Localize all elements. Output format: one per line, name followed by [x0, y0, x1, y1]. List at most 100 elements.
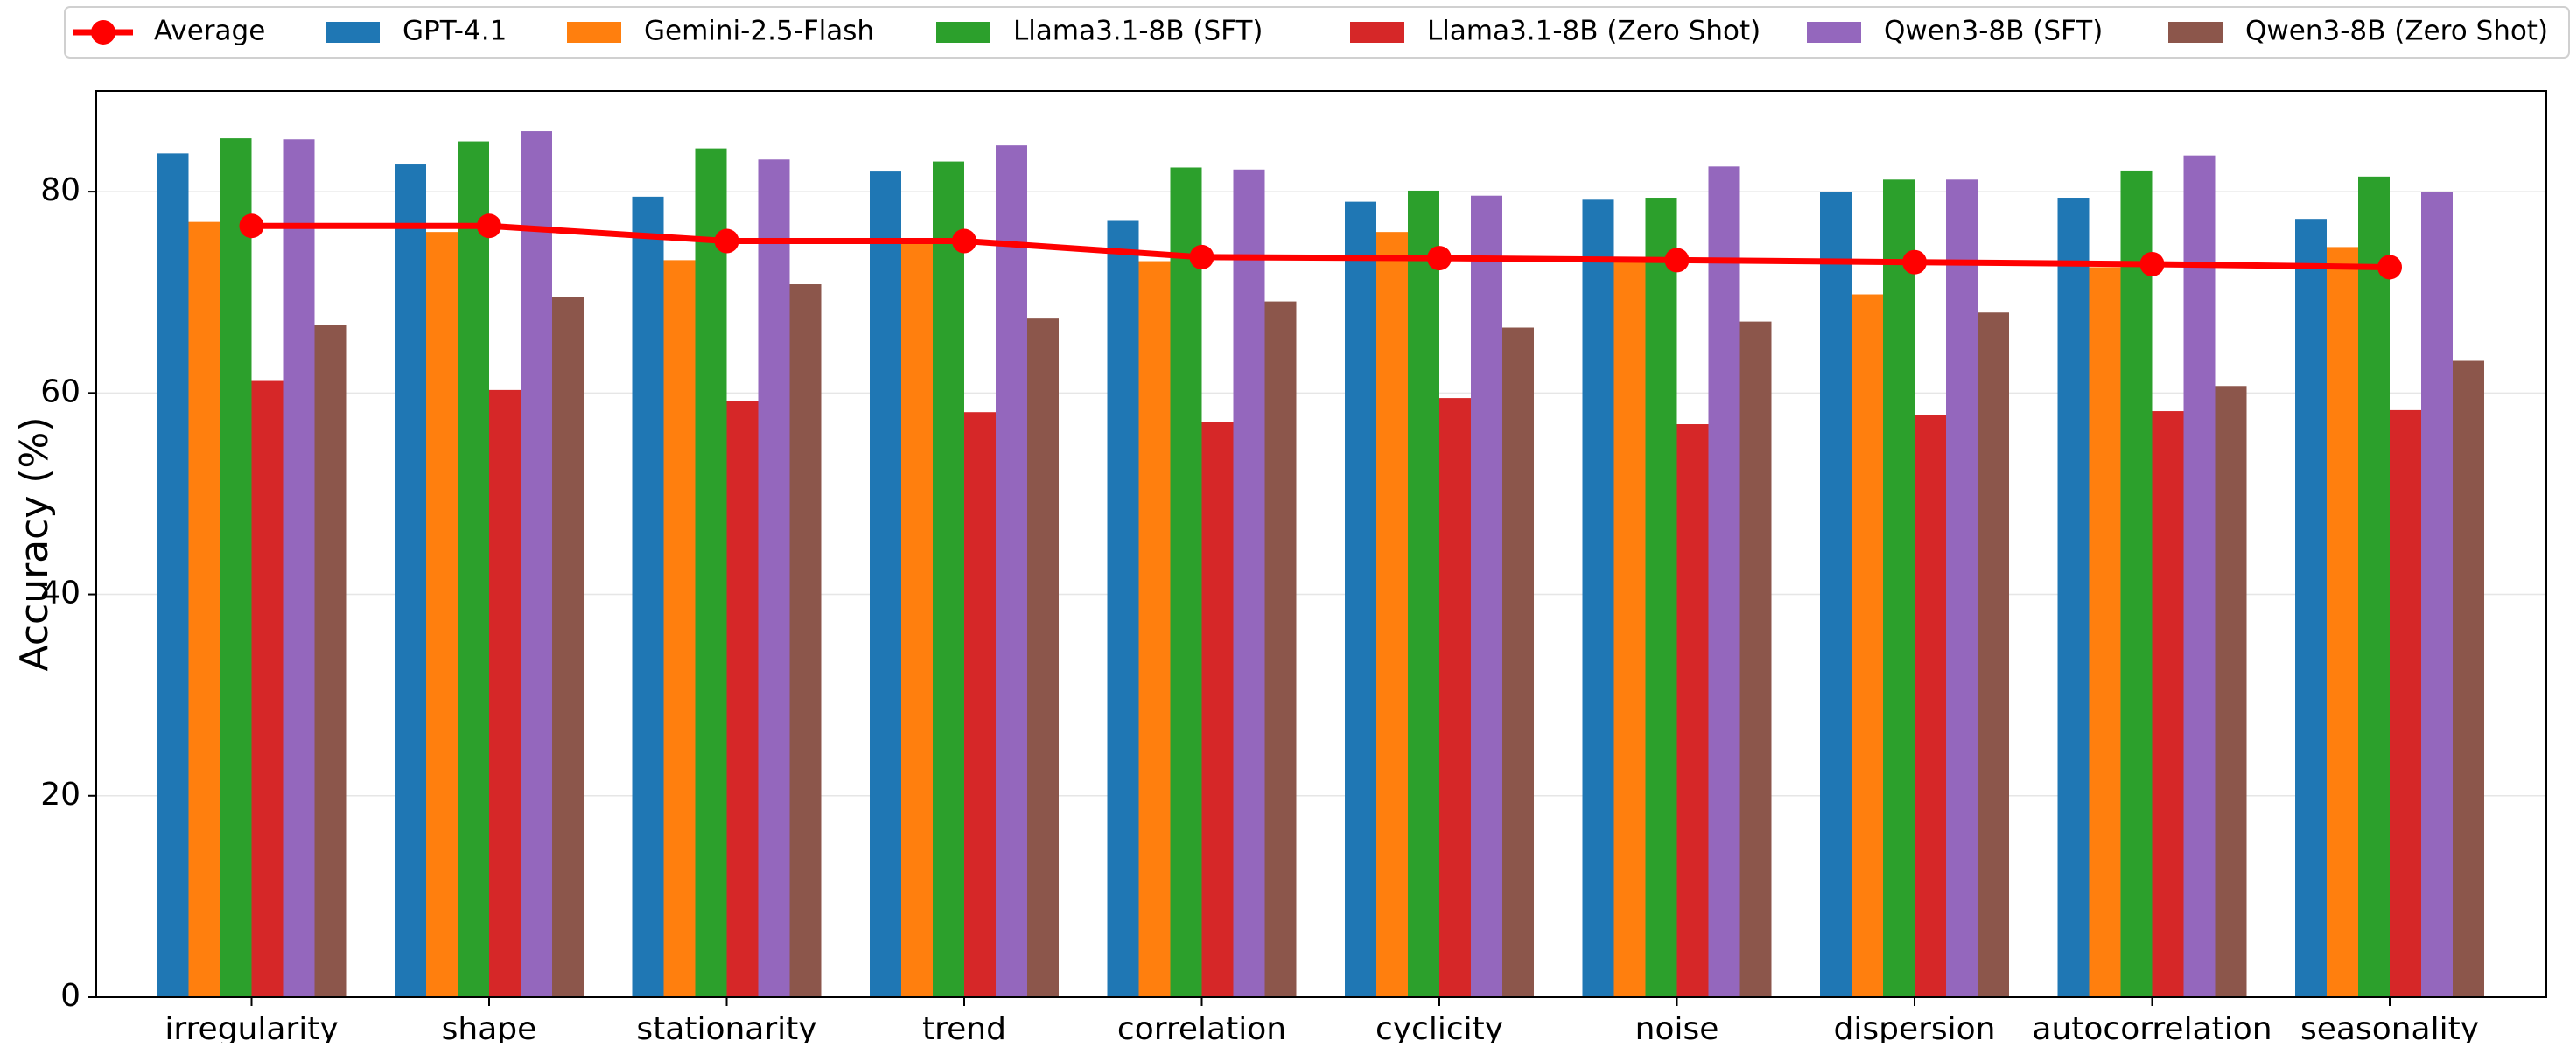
- plot-frame: [95, 90, 2547, 998]
- bar: [2183, 155, 2216, 997]
- bar: [1376, 232, 1408, 998]
- bar: [2089, 267, 2121, 997]
- legend-item[interactable]: Llama3.1-8B (SFT): [936, 16, 1264, 47]
- bar: [521, 131, 552, 998]
- bar: [314, 325, 346, 998]
- legend-swatch: [1807, 22, 1861, 43]
- series-llama3-1-8b-zero-shot: [251, 380, 2421, 998]
- bar: [2327, 247, 2358, 997]
- average-line: [251, 222, 2390, 270]
- bar: [1852, 294, 1883, 998]
- series-qwen3-8b-zero-shot: [314, 284, 2484, 998]
- axes-layer: 0 20 40 60 80 irregularity shape stationarity tr…: [40, 172, 2479, 1047]
- legend-label: Llama3.1-8B (Zero Shot): [1427, 16, 1760, 47]
- legend-item[interactable]: Gemini-2.5-Flash: [567, 16, 874, 47]
- bar: [2215, 386, 2247, 998]
- average-point: [2377, 255, 2402, 280]
- bar: [2057, 198, 2090, 998]
- legend-label: Average: [154, 16, 265, 47]
- bar: [1978, 312, 2009, 997]
- y-tick-label: 60: [40, 373, 80, 409]
- bars-layer: [157, 131, 2484, 998]
- average-point: [1664, 248, 1690, 273]
- bar: [1170, 167, 1202, 998]
- bar: [1708, 166, 1740, 998]
- bar: [1614, 256, 1646, 997]
- series-llama3-1-8b-sft: [220, 138, 2390, 998]
- bar: [552, 297, 584, 997]
- bar: [1502, 327, 1534, 997]
- bar: [870, 171, 901, 998]
- bar: [2120, 170, 2152, 998]
- bar: [1027, 318, 1059, 997]
- bar: [1408, 190, 1439, 997]
- x-tick-label-stationarity: stationarity: [636, 1011, 816, 1043]
- legend-item[interactable]: Qwen3-8B (Zero Shot): [2168, 16, 2548, 47]
- average-point: [477, 213, 501, 239]
- bar: [758, 159, 790, 997]
- bar: [1201, 422, 1234, 997]
- bar: [1645, 198, 1677, 998]
- bar: [458, 141, 489, 998]
- x-tick-label-noise: noise: [1635, 1011, 1719, 1043]
- x-tick-label-correlation: correlation: [1117, 1011, 1286, 1043]
- average-point: [2139, 251, 2165, 276]
- bar: [489, 389, 521, 997]
- series-gemini-2-5-flash: [188, 221, 2358, 998]
- bar: [426, 232, 458, 998]
- average-point: [1189, 244, 1214, 269]
- bar: [1471, 195, 1502, 997]
- legend-swatch: [326, 22, 380, 43]
- bar: [901, 241, 933, 998]
- bar: [251, 380, 284, 997]
- bar: [395, 164, 426, 997]
- series-qwen3-8b-sft: [283, 131, 2453, 998]
- bar: [933, 161, 964, 998]
- bar: [1345, 201, 1376, 998]
- y-tick-label: 20: [40, 777, 80, 813]
- bar: [283, 139, 315, 998]
- legend-item[interactable]: GPT-4.1: [326, 16, 507, 47]
- series-gpt-4-1: [157, 153, 2327, 998]
- bar: [1914, 415, 1946, 997]
- legend-label: Gemini-2.5-Flash: [644, 16, 874, 47]
- average-point: [1427, 246, 1452, 271]
- bar: [964, 412, 996, 997]
- x-tick-label-irregularity: irregularity: [164, 1011, 338, 1043]
- x-tick-label-trend: trend: [922, 1011, 1006, 1043]
- bar: [996, 145, 1027, 997]
- bar: [1676, 424, 1709, 997]
- bar: [1883, 179, 1914, 997]
- bar: [2358, 176, 2390, 997]
- legend-label: Qwen3-8B (Zero Shot): [2245, 16, 2548, 47]
- bar: [220, 138, 252, 997]
- y-tick-label: 40: [40, 576, 80, 611]
- bar: [1233, 169, 1265, 997]
- average-point: [1902, 249, 1927, 275]
- bar: [1107, 220, 1139, 997]
- bar: [157, 153, 189, 997]
- x-tick-label-autocorrelation: autocorrelation: [2032, 1011, 2272, 1043]
- legend-swatch: [567, 22, 621, 43]
- bar: [1740, 321, 1772, 997]
- legend-swatch: [1350, 22, 1404, 43]
- bar: [2453, 360, 2484, 997]
- bar: [1138, 261, 1171, 997]
- legend[interactable]: Average GPT-4.1 Gemini-2.5-Flash Llama3.1-8…: [64, 6, 2570, 59]
- x-tick-label-cyclicity: cyclicity: [1376, 1011, 1503, 1043]
- y-axis-title: Accuracy (%): [12, 416, 57, 671]
- legend-label: Llama3.1-8B (SFT): [1013, 16, 1264, 47]
- legend-item-average[interactable]: Average: [74, 16, 265, 47]
- bar: [1582, 199, 1614, 997]
- x-tick-label-dispersion: dispersion: [1833, 1011, 1995, 1043]
- bar: [1439, 398, 1471, 998]
- bar: [2295, 219, 2327, 998]
- legend-item[interactable]: Llama3.1-8B (Zero Shot): [1350, 16, 1760, 47]
- bar: [2390, 409, 2421, 997]
- legend-swatch: [936, 22, 990, 43]
- bar: [1264, 301, 1297, 997]
- legend-label: Qwen3-8B (SFT): [1884, 16, 2103, 47]
- legend-item[interactable]: Qwen3-8B (SFT): [1807, 16, 2103, 47]
